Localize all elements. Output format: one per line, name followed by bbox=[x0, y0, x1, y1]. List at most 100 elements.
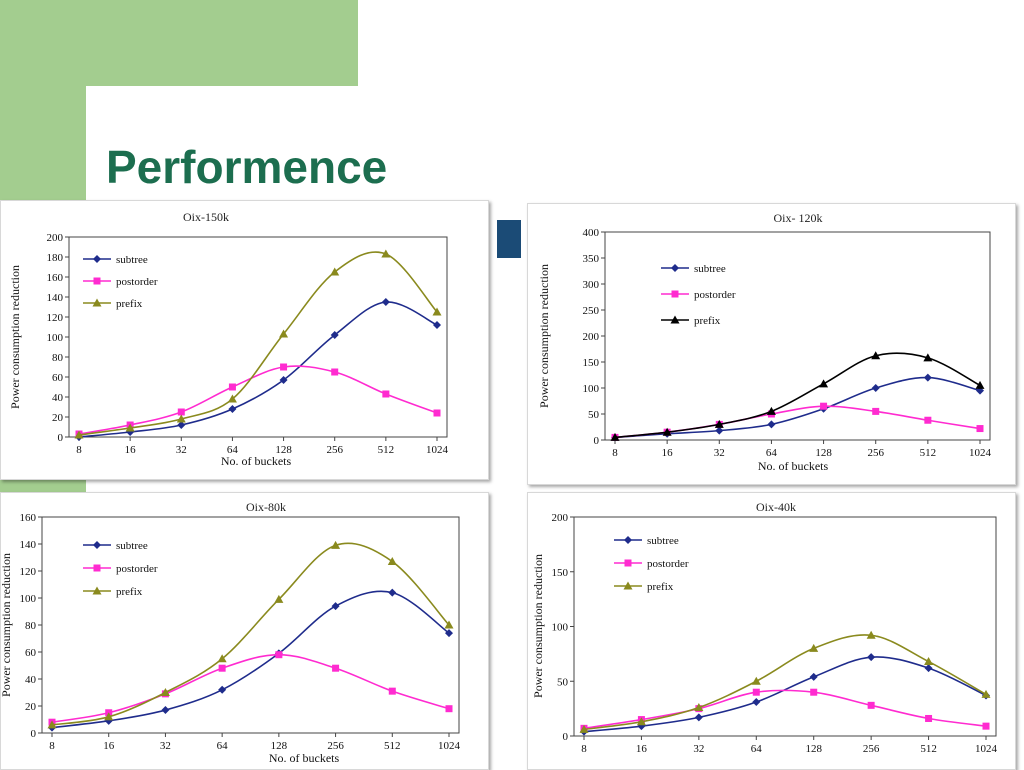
chart-oix-120k-svg: Oix- 120k 0 50 100 150 200 250 300 350 400 8 16 32 64… bbox=[537, 211, 992, 473]
point-prefix bbox=[227, 394, 237, 403]
y-tick-label: 400 bbox=[583, 227, 600, 239]
series-subtree-line bbox=[78, 301, 438, 438]
y-tick-label: 100 bbox=[20, 593, 37, 605]
point-subtree bbox=[381, 298, 390, 306]
y-tick-label: 150 bbox=[583, 357, 600, 369]
series-postorder-line bbox=[78, 365, 438, 435]
legend-marker-prefix bbox=[92, 298, 102, 307]
point-prefix bbox=[279, 329, 289, 338]
y-tick-label: 50 bbox=[588, 409, 600, 421]
y-tick-label: 350 bbox=[583, 253, 600, 265]
legend-label-subtree: subtree bbox=[647, 535, 679, 547]
y-tick-label: 150 bbox=[552, 567, 569, 579]
chart-title: Oix-80k bbox=[246, 500, 286, 514]
legend-marker-prefix bbox=[623, 581, 633, 590]
y-tick-label: 160 bbox=[47, 272, 64, 284]
y-tick-label: 200 bbox=[552, 512, 569, 524]
point-subtree bbox=[694, 713, 703, 722]
y-tick-label: 250 bbox=[583, 305, 600, 317]
x-tick-label: 8 bbox=[49, 740, 55, 752]
x-axis-label: No. of buckets bbox=[269, 751, 340, 765]
point-subtree bbox=[331, 602, 340, 611]
point-postorder bbox=[976, 425, 984, 433]
legend-label-postorder: postorder bbox=[694, 289, 736, 301]
series-postorder-line bbox=[583, 689, 987, 730]
point-postorder bbox=[275, 651, 283, 659]
x-tick-label: 128 bbox=[805, 743, 822, 755]
point-prefix bbox=[104, 712, 114, 721]
point-prefix bbox=[866, 630, 876, 639]
legend-label-postorder: postorder bbox=[116, 563, 158, 575]
point-prefix bbox=[662, 427, 672, 436]
point-postorder bbox=[228, 383, 236, 391]
point-postorder bbox=[872, 407, 880, 415]
x-tick-label: 8 bbox=[612, 447, 618, 459]
accent-square bbox=[497, 220, 521, 258]
legend-marker-subtree bbox=[671, 264, 679, 272]
point-prefix bbox=[694, 703, 704, 712]
point-postorder bbox=[924, 416, 932, 424]
y-tick-label: 100 bbox=[583, 383, 600, 395]
legend-label-postorder: postorder bbox=[116, 276, 158, 288]
x-tick-label: 256 bbox=[327, 740, 344, 752]
y-axis-label: Power consumption reduction bbox=[531, 554, 545, 698]
point-prefix bbox=[330, 267, 340, 276]
x-tick-label: 64 bbox=[751, 743, 763, 755]
series-prefix-line bbox=[51, 542, 450, 726]
y-tick-label: 20 bbox=[52, 412, 64, 424]
point-prefix bbox=[125, 423, 135, 432]
point-subtree bbox=[177, 421, 186, 429]
y-axis-label: Power consumption reduction bbox=[8, 265, 22, 409]
legend-label-subtree: subtree bbox=[116, 540, 148, 552]
point-prefix bbox=[387, 557, 397, 566]
point-subtree bbox=[445, 629, 453, 638]
x-tick-label: 32 bbox=[176, 444, 187, 456]
x-tick-label: 64 bbox=[766, 447, 778, 459]
point-prefix bbox=[579, 724, 589, 733]
chart-title: Oix-40k bbox=[756, 500, 796, 514]
point-prefix bbox=[74, 430, 84, 439]
point-subtree bbox=[218, 685, 227, 694]
x-tick-label: 8 bbox=[76, 444, 82, 456]
point-postorder bbox=[433, 409, 441, 417]
x-tick-label: 64 bbox=[217, 740, 229, 752]
point-subtree bbox=[924, 664, 933, 673]
x-tick-label: 32 bbox=[714, 447, 725, 459]
legend-marker-subtree bbox=[93, 255, 101, 263]
legend: subtree postorder prefix bbox=[661, 263, 736, 327]
legend-marker-prefix bbox=[92, 586, 102, 595]
chart-oix-150k: Oix-150k 0 20 40 60 80 100 120 140 160 180 200 8 16 32… bbox=[0, 200, 489, 480]
chart-oix-120k: Oix- 120k 0 50 100 150 200 250 300 350 400 8 16 32 64… bbox=[527, 203, 1016, 485]
y-tick-label: 40 bbox=[25, 674, 37, 686]
legend: subtree postorder prefix bbox=[83, 540, 158, 598]
x-tick-label: 256 bbox=[863, 743, 880, 755]
point-postorder bbox=[820, 402, 828, 410]
x-tick-label: 1024 bbox=[975, 743, 998, 755]
legend-marker-postorder bbox=[624, 559, 632, 567]
x-tick-label: 512 bbox=[920, 447, 937, 459]
x-tick-label: 16 bbox=[125, 444, 137, 456]
point-postorder bbox=[925, 714, 933, 722]
x-tick-label: 16 bbox=[636, 743, 648, 755]
point-prefix bbox=[981, 689, 991, 698]
y-tick-label: 80 bbox=[52, 352, 64, 364]
legend-marker-postorder bbox=[93, 277, 101, 285]
point-prefix bbox=[160, 688, 170, 696]
x-tick-label: 512 bbox=[920, 743, 937, 755]
plot-area bbox=[41, 516, 460, 734]
point-prefix bbox=[331, 540, 341, 549]
point-prefix bbox=[714, 419, 724, 428]
x-tick-label: 512 bbox=[378, 444, 395, 456]
legend-label-prefix: prefix bbox=[116, 586, 143, 598]
point-prefix bbox=[766, 406, 776, 415]
x-axis-label: No. of buckets bbox=[221, 454, 292, 468]
point-subtree bbox=[330, 331, 339, 339]
legend-marker-postorder bbox=[671, 290, 679, 298]
y-axis-label: Power consumption reduction bbox=[537, 264, 551, 408]
point-subtree bbox=[923, 373, 932, 382]
legend-marker-prefix bbox=[670, 315, 680, 324]
point-prefix bbox=[381, 249, 391, 258]
point-subtree bbox=[104, 716, 113, 725]
point-prefix bbox=[751, 676, 761, 685]
x-tick-label: 32 bbox=[160, 740, 171, 752]
